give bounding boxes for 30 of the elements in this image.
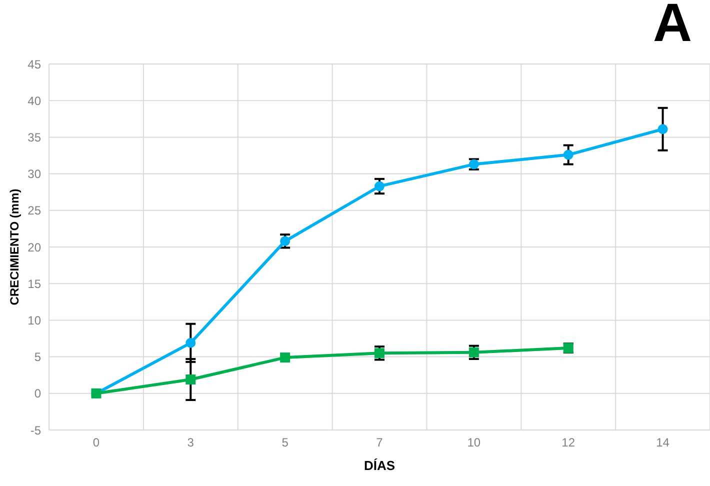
point <box>280 236 290 246</box>
point <box>468 347 479 358</box>
x-axis-title: DÍAS <box>364 458 396 473</box>
y-tick-label: 30 <box>28 167 42 182</box>
x-tick-label: 7 <box>376 436 384 450</box>
y-tick-label: -5 <box>30 423 42 438</box>
y-tick-label: 40 <box>28 94 42 108</box>
y-tick-label: 25 <box>28 204 42 218</box>
x-tick-label: 14 <box>656 436 670 450</box>
y-axis-title: CRECIMIENTO (mm) <box>7 188 22 306</box>
y-tick-label: 5 <box>34 350 42 364</box>
chart-title: A <box>653 0 692 53</box>
x-tick-label: 5 <box>282 436 289 450</box>
y-tick-label: 20 <box>28 240 42 254</box>
x-tick-label: 3 <box>187 436 194 450</box>
y-tick-label: 15 <box>28 276 42 291</box>
point <box>280 352 290 363</box>
y-tick-label: 45 <box>28 57 42 72</box>
point <box>186 338 196 348</box>
point <box>186 374 196 384</box>
y-tick-label: 0 <box>34 386 42 401</box>
y-tick-label: 10 <box>28 313 42 328</box>
point <box>374 181 384 192</box>
x-tick-label: 12 <box>562 436 576 450</box>
point <box>563 150 574 160</box>
x-tick-label: 0 <box>92 436 100 450</box>
x-tick-label: 10 <box>467 436 481 450</box>
point <box>374 348 384 358</box>
point <box>658 124 668 134</box>
y-tick-label: 35 <box>28 130 42 144</box>
